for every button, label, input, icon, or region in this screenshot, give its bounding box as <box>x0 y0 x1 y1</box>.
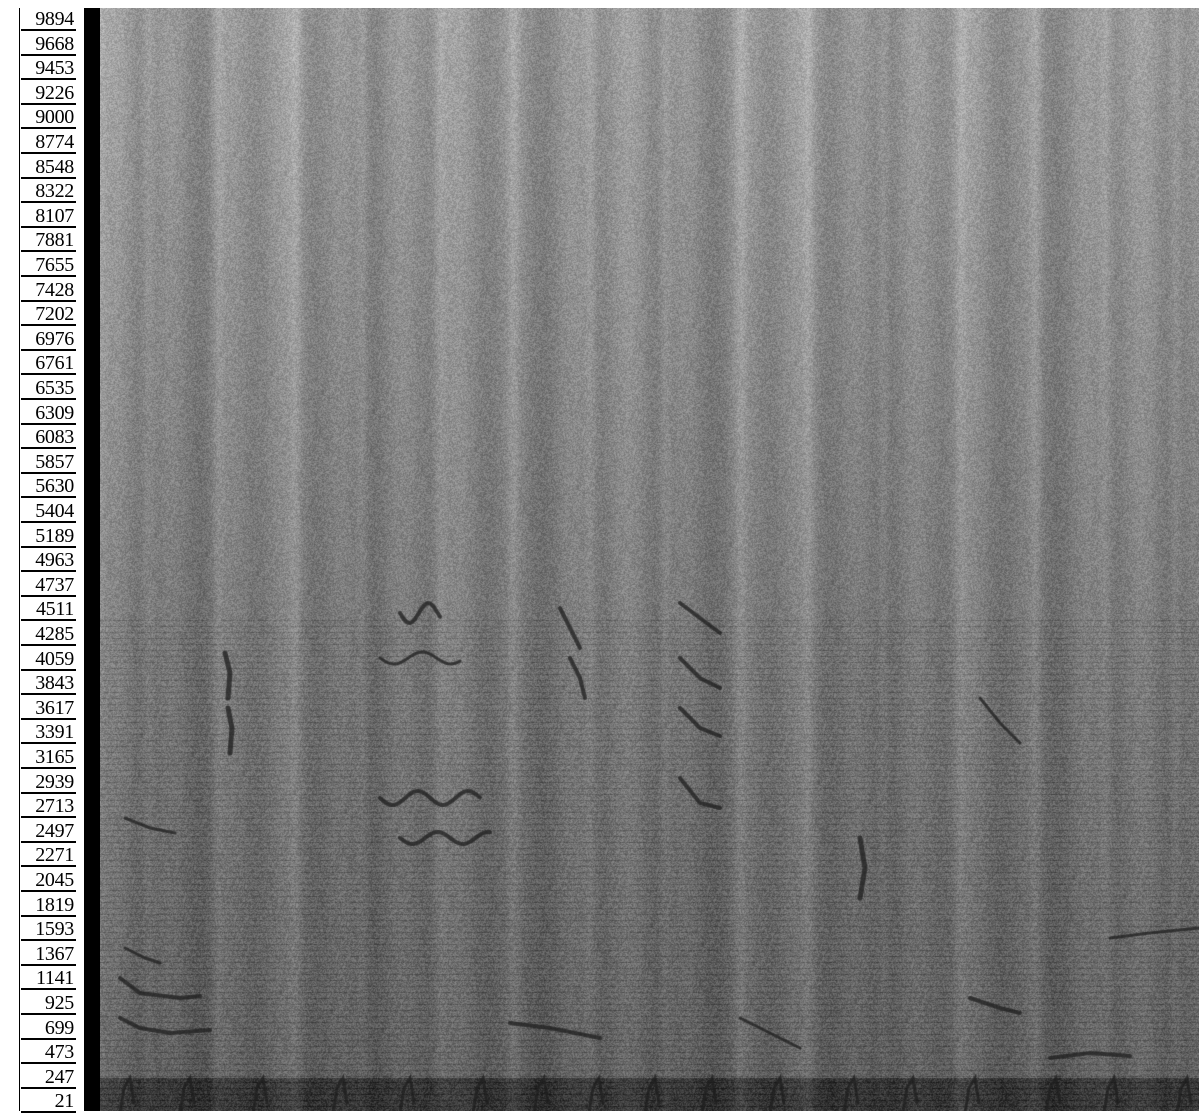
y-tick-label: 21 <box>21 1091 76 1113</box>
y-tick-label: 5630 <box>21 476 76 499</box>
y-tick-label: 2271 <box>21 845 76 868</box>
y-tick-label: 8107 <box>21 206 76 228</box>
y-tick-label: 9226 <box>21 83 76 105</box>
y-tick-label: 5404 <box>21 501 76 523</box>
y-tick-label: 2045 <box>21 870 76 892</box>
y-tick-label: 1141 <box>21 968 76 991</box>
y-tick-label: 3165 <box>21 747 76 769</box>
y-tick-label: 8322 <box>21 181 76 204</box>
axis-bar <box>84 8 100 1111</box>
y-tick-label: 3391 <box>21 722 76 745</box>
axis-line <box>19 8 20 1111</box>
y-tick-label: 4963 <box>21 550 76 573</box>
y-tick-label: 5189 <box>21 526 76 548</box>
y-tick-label: 2939 <box>21 772 76 794</box>
y-tick-label: 699 <box>21 1018 76 1040</box>
y-tick-label: 3617 <box>21 698 76 720</box>
y-tick-label: 7881 <box>21 230 76 253</box>
y-tick-label: 473 <box>21 1042 76 1065</box>
y-tick-label: 9000 <box>21 107 76 130</box>
y-tick-label: 1593 <box>21 919 76 942</box>
y-tick-label: 4285 <box>21 624 76 646</box>
y-tick-label: 5857 <box>21 452 76 474</box>
y-tick-label: 6761 <box>21 353 76 376</box>
y-tick-label: 9453 <box>21 58 76 81</box>
y-tick-label: 4059 <box>21 649 76 671</box>
y-tick-label: 4511 <box>21 599 76 622</box>
y-tick-label: 7202 <box>21 304 76 327</box>
y-tick-label: 7655 <box>21 255 76 277</box>
y-tick-label: 6976 <box>21 329 76 351</box>
spectrogram-plot <box>100 8 1199 1111</box>
y-tick-label: 6309 <box>21 403 76 425</box>
y-tick-label: 4737 <box>21 575 76 597</box>
y-tick-label: 9894 <box>21 9 76 31</box>
y-tick-label: 8774 <box>21 132 76 154</box>
y-tick-label: 7428 <box>21 280 76 302</box>
frequency-axis: 9894 9668 9453 9226 9000 8774 8548 8322 8107 7881… <box>0 0 84 1113</box>
y-tick-label: 8548 <box>21 157 76 179</box>
y-tick-label: 1367 <box>21 944 76 966</box>
y-tick-label: 6535 <box>21 378 76 400</box>
y-tick-label: 1819 <box>21 895 76 917</box>
y-tick-label: 9668 <box>21 34 76 56</box>
y-tick-label: 247 <box>21 1067 76 1089</box>
y-tick-label: 925 <box>21 993 76 1015</box>
y-tick-label: 2713 <box>21 796 76 819</box>
y-tick-label: 6083 <box>21 427 76 450</box>
y-tick-label: 2497 <box>21 821 76 843</box>
y-tick-label: 3843 <box>21 673 76 696</box>
